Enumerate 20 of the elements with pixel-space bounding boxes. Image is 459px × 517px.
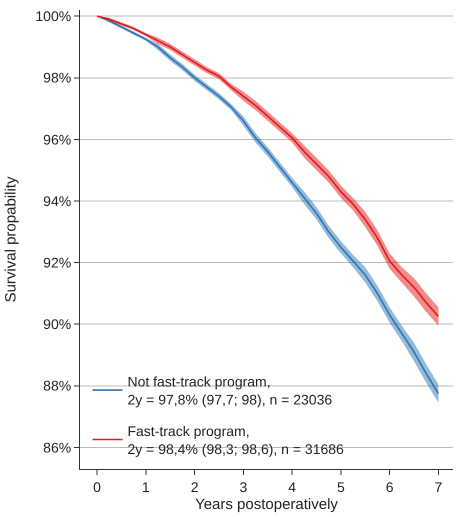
y-axis-title: Survival propability — [2, 176, 20, 302]
x-tick-label: 1 — [142, 478, 150, 495]
y-tick-label: 86% — [43, 439, 72, 456]
x-tick-label: 3 — [239, 478, 248, 495]
x-tick-label: 7 — [434, 478, 442, 495]
y-tick-label: 88% — [43, 378, 72, 394]
y-tick-label: 92% — [43, 254, 72, 270]
legend-label: Not fast-track program, 2y = 97,8% (97,7; 98), n = 23036 — [127, 373, 332, 408]
y-tick-label: 96% — [43, 131, 72, 148]
y-tick-label: 94% — [43, 192, 72, 209]
x-axis-title: Years postoperatively — [195, 496, 338, 513]
x-tick-label: 6 — [386, 478, 394, 495]
x-tick-label: 5 — [336, 478, 345, 495]
x-tick-label: 2 — [190, 478, 199, 495]
x-tick-label: 4 — [288, 478, 296, 495]
x-tick-label: 0 — [93, 478, 102, 495]
y-tick-label: 98% — [43, 70, 72, 86]
y-tick-label: 90% — [43, 316, 72, 332]
y-tick-label: 100% — [35, 8, 72, 24]
legend-label: Fast-track program, 2y = 98,4% (98,3; 98,6), n = 31686 — [127, 422, 344, 458]
